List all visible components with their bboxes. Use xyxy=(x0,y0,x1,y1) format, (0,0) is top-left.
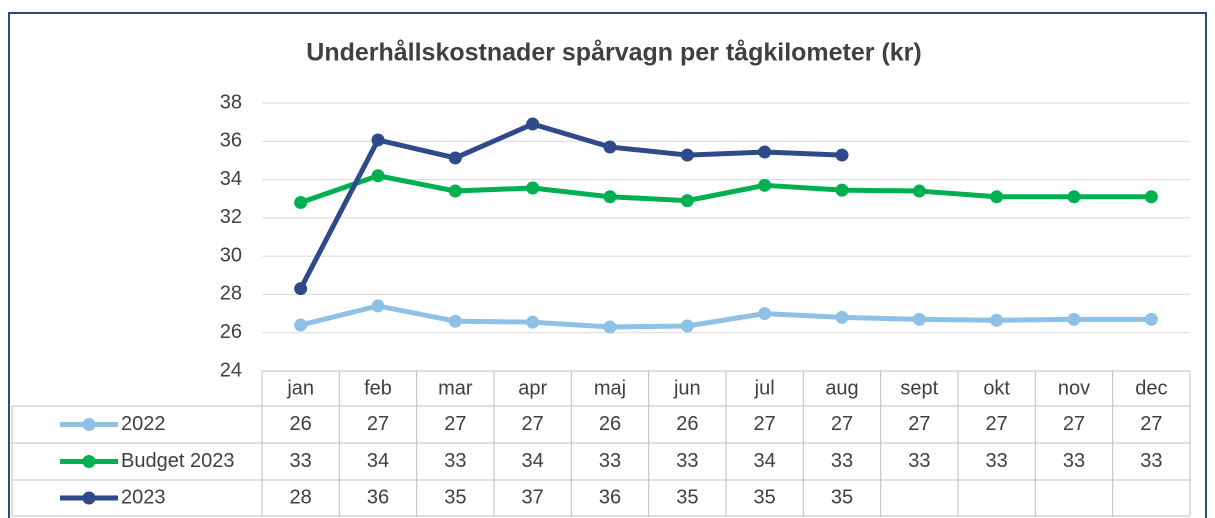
y-tick-label: 28 xyxy=(220,283,242,305)
point xyxy=(371,169,385,183)
x-tick-label: aug xyxy=(825,377,858,399)
x-tick-label: dec xyxy=(1135,377,1167,399)
point xyxy=(680,194,694,208)
point xyxy=(758,307,772,321)
point xyxy=(448,314,462,328)
x-tick-label: jul xyxy=(754,377,775,399)
x-tick-label: mar xyxy=(438,377,473,399)
data-label: 33 xyxy=(908,450,930,472)
x-tick-label: maj xyxy=(594,377,626,399)
legend-marker xyxy=(82,455,96,468)
point xyxy=(680,148,694,162)
point xyxy=(371,133,385,147)
frame xyxy=(8,12,1207,518)
point xyxy=(603,140,617,154)
x-tick-label: jun xyxy=(673,377,701,399)
point xyxy=(448,184,462,198)
data-label: 27 xyxy=(1063,413,1085,435)
point xyxy=(1067,190,1081,204)
chart-title: Underhållskostnader spårvagn per tågkilo… xyxy=(306,39,921,67)
point xyxy=(835,310,849,324)
x-tick-label: nov xyxy=(1058,377,1090,399)
point xyxy=(603,320,617,334)
point xyxy=(371,299,385,313)
data-label: 37 xyxy=(522,486,544,508)
data-label: 27 xyxy=(754,413,776,435)
data-label: 27 xyxy=(908,413,930,435)
x-tick-label: jan xyxy=(286,377,314,399)
data-label: 27 xyxy=(367,413,389,435)
series-line xyxy=(299,173,1152,205)
point xyxy=(294,282,308,296)
point xyxy=(526,315,540,329)
point xyxy=(835,148,849,162)
data-label: 27 xyxy=(444,413,466,435)
y-tick-label: 24 xyxy=(220,359,242,381)
data-label: 27 xyxy=(986,413,1008,435)
data-label: 26 xyxy=(676,413,698,435)
x-tick-label: feb xyxy=(364,377,392,399)
point xyxy=(680,319,694,333)
point xyxy=(1144,312,1158,326)
point xyxy=(294,318,308,332)
data-label: 36 xyxy=(599,486,621,508)
data-label: 34 xyxy=(522,450,544,472)
series-line xyxy=(298,121,843,290)
legend-label: 2023 xyxy=(121,486,166,508)
data-label: 27 xyxy=(831,413,853,435)
legend-label: 2022 xyxy=(121,413,166,435)
data-label: 33 xyxy=(986,450,1008,472)
data-label: 27 xyxy=(522,413,544,435)
x-tick-label: sept xyxy=(900,377,938,399)
y-tick-label: 36 xyxy=(220,130,242,152)
data-label: 26 xyxy=(290,413,312,435)
point xyxy=(526,117,540,131)
data-label: 28 xyxy=(290,486,312,508)
y-tick-label: 26 xyxy=(220,321,242,343)
x-tick-label: okt xyxy=(983,377,1010,399)
y-tick-label: 34 xyxy=(220,168,242,190)
y-tick-label: 38 xyxy=(220,91,242,113)
data-label: 33 xyxy=(444,450,466,472)
data-label: 33 xyxy=(290,450,312,472)
point xyxy=(758,178,772,192)
point xyxy=(603,190,617,204)
data-label: 33 xyxy=(599,450,621,472)
point xyxy=(526,181,540,195)
data-label: 33 xyxy=(676,450,698,472)
data-label: 35 xyxy=(676,486,698,508)
legend-marker xyxy=(82,491,96,505)
point xyxy=(835,183,849,197)
series-line xyxy=(300,303,1152,330)
point xyxy=(990,313,1004,327)
y-tick-label: 32 xyxy=(220,206,242,228)
data-label: 34 xyxy=(367,450,389,472)
legend-marker xyxy=(82,418,96,431)
data-label: 27 xyxy=(1140,413,1162,435)
point xyxy=(1067,312,1081,326)
data-label: 36 xyxy=(367,486,389,508)
point xyxy=(990,190,1004,204)
point xyxy=(758,145,772,159)
legend-label: Budget 2023 xyxy=(121,450,234,472)
data-label: 35 xyxy=(754,486,776,508)
point xyxy=(912,184,926,198)
point xyxy=(448,151,462,165)
data-label: 26 xyxy=(599,413,621,435)
y-tick-label: 30 xyxy=(220,244,242,266)
x-tick-label: apr xyxy=(518,377,547,399)
data-label: 35 xyxy=(831,486,853,508)
point xyxy=(1144,190,1158,204)
data-label: 33 xyxy=(831,450,853,472)
data-label: 35 xyxy=(444,486,466,508)
data-label: 34 xyxy=(754,450,776,472)
point xyxy=(912,312,926,326)
data-label: 33 xyxy=(1063,450,1085,472)
point xyxy=(294,196,308,210)
data-label: 33 xyxy=(1140,450,1162,472)
